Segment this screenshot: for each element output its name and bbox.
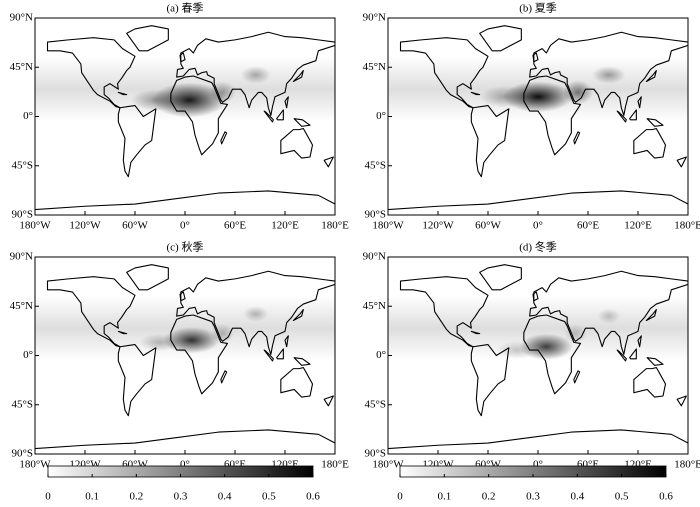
lat-tick-label: 45°N [363,61,386,73]
lon-tick-label: 60°E [224,220,246,232]
colorbar-tick-label: 0.1 [437,491,451,503]
colorbar-tick-label: 0.1 [85,491,99,503]
lat-tick-label: 0° [376,110,386,122]
lat-tick-label: 45°N [363,300,386,312]
lon-tick-label: 0° [180,220,190,232]
lat-tick-label: 45°S [364,159,386,171]
colorbar-tick-label: 0.5 [615,491,629,503]
dust-field [388,18,688,215]
lat-tick-label: 90°N [363,12,386,24]
lat-tick-label: 45°S [11,159,33,171]
lon-tick-label: 180°E [321,459,349,471]
dust-field [35,18,335,215]
colorbar-tick-label: 0 [397,491,403,503]
colorbar-tick-label: 0.3 [174,491,188,503]
lat-tick-label: 45°S [364,398,386,410]
lon-tick-label: 180°E [674,459,700,471]
lon-tick-label: 0° [533,220,543,232]
colorbar-tick-label: 0.4 [570,491,584,503]
colorbar-tick-label: 0.6 [659,491,673,503]
lat-tick-label: 90°S [364,448,386,460]
colorbar-tick-label: 0.2 [482,491,496,503]
lat-tick-label: 90°N [10,251,33,263]
lon-tick-label: 180°E [674,220,700,232]
lon-tick-label: 180°E [321,220,349,232]
lon-tick-label: 60°E [577,220,599,232]
dust-plume [243,306,269,322]
map-panel: (a) 春季 180°W 120°W 60°W 0° 60°E 120°E 180°E 90°N… [10,2,349,232]
panel-title: (b) 夏季 [519,2,557,15]
lat-tick-label: 90°N [363,251,386,263]
lon-tick-label: 60°W [122,220,148,232]
colorbar-tick-label: 0.6 [306,491,320,503]
panel-title: (d) 冬季 [519,240,557,254]
lon-tick-label: 180°W [19,220,51,232]
dust-plume [592,66,626,84]
colorbar-tick-label: 0.5 [262,491,276,503]
lon-tick-label: 120°E [271,220,299,232]
lon-tick-label: 180°W [372,459,404,471]
lat-tick-label: 0° [23,349,33,361]
colorbar-tick-label: 0.2 [129,491,143,503]
lat-tick-label: 45°N [10,300,33,312]
lon-tick-label: 120°E [624,220,652,232]
lat-tick-label: 0° [23,110,33,122]
colorbar-tick-label: 0.3 [526,491,540,503]
dust-plume [240,66,271,84]
panel-title: (c) 秋季 [167,240,204,254]
dust-plume [139,333,181,352]
lon-tick-label: 0° [533,459,543,471]
panel-title: (a) 春季 [167,2,204,15]
lat-tick-label: 90°S [11,209,33,221]
lat-tick-label: 90°N [10,12,33,24]
dust-field [35,257,335,454]
dust-field [388,257,688,454]
lon-tick-label: 60°W [475,220,501,232]
lon-tick-label: 180°W [372,220,404,232]
lat-tick-label: 90°S [364,209,386,221]
lat-tick-label: 45°S [11,398,33,410]
dust-plume [563,80,593,105]
lon-tick-label: 180°W [19,459,51,471]
lat-tick-label: 90°S [11,448,33,460]
lat-tick-label: 0° [376,349,386,361]
lon-tick-label: 120°W [69,220,101,232]
lon-tick-label: 120°W [422,220,454,232]
dust-plume [597,308,621,324]
colorbar-tick-label: 0 [45,491,51,503]
colorbar-tick-label: 0.4 [218,491,232,503]
lat-tick-label: 45°N [10,61,33,73]
lon-tick-label: 0° [180,459,190,471]
dust-plume [130,89,181,112]
map-panel: (b) 夏季 180°W 120°W 60°W 0° 60°E 120°E 180°E 90°N… [363,2,700,232]
dust-plume [479,85,530,108]
